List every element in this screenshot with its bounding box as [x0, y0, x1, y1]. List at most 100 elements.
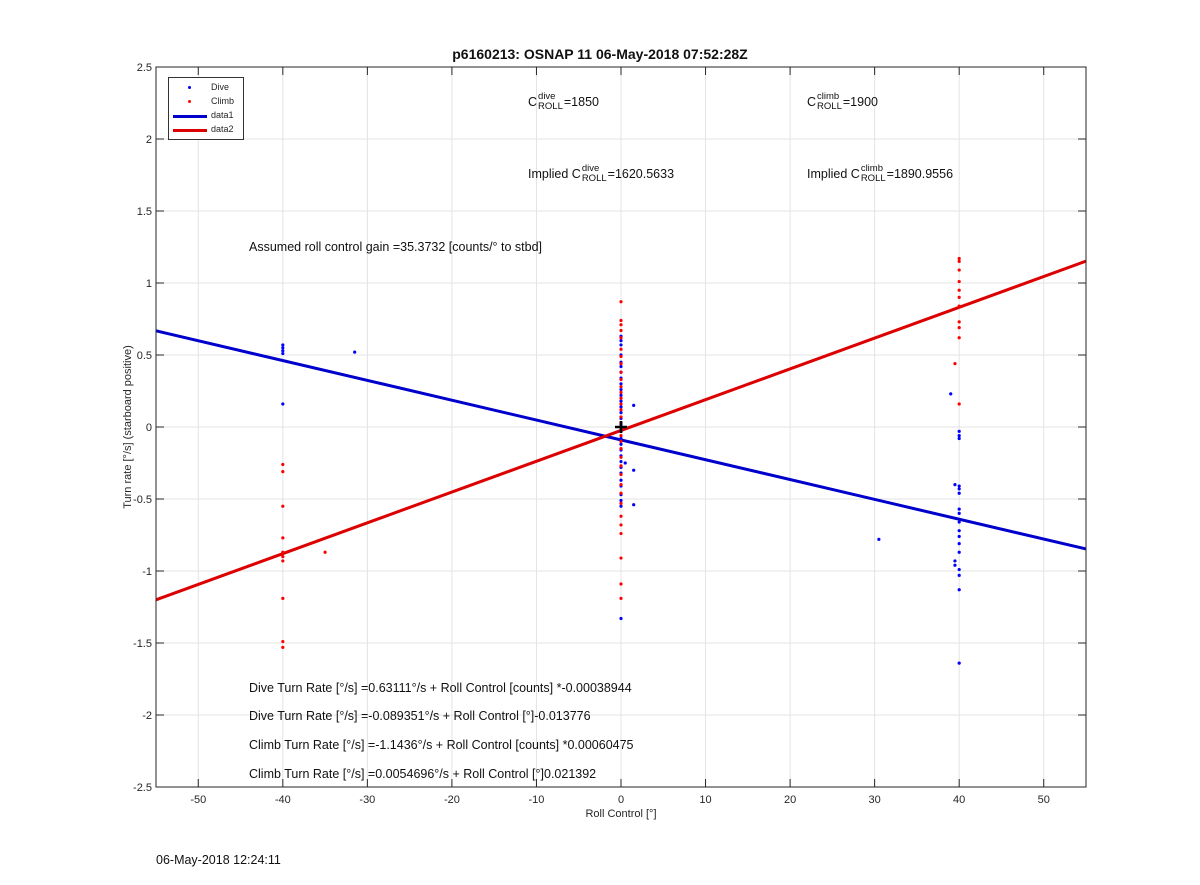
legend-data1-line	[173, 115, 207, 118]
origin-marker	[615, 421, 627, 433]
point-dive	[957, 567, 961, 572]
point-dive	[281, 351, 285, 356]
legend-item-dive: Dive	[169, 81, 243, 95]
y-tick-label: 1	[146, 278, 152, 290]
legend-dive-label: Dive	[211, 82, 230, 92]
y-tick-label: 2.5	[137, 62, 152, 74]
point-dive	[619, 339, 623, 343]
point-climb	[281, 550, 285, 554]
point-dive	[953, 483, 957, 487]
point-dive	[957, 436, 961, 441]
point-climb	[957, 259, 961, 263]
point-dive	[619, 382, 623, 386]
point-dive	[619, 399, 623, 403]
point-dive	[957, 542, 961, 546]
point-dive	[619, 411, 623, 415]
point-dive	[957, 434, 961, 438]
point-climb	[619, 483, 623, 487]
point-climb	[281, 559, 285, 563]
y-tick-label: 0	[146, 422, 152, 434]
point-dive	[632, 403, 636, 407]
point-climb	[619, 501, 623, 505]
point-dive	[619, 393, 623, 397]
legend-data1-label: data1	[211, 110, 234, 120]
point-climb	[281, 639, 285, 644]
point-dive	[619, 442, 623, 446]
point-climb	[957, 320, 961, 324]
point-climb	[281, 555, 285, 559]
point-climb	[957, 279, 961, 284]
point-climb	[957, 336, 961, 340]
legend-climb-marker	[188, 100, 191, 103]
y-axis-label: Turn rate [°/s] (starboard positive)	[122, 345, 134, 509]
point-climb	[953, 362, 957, 366]
point-dive	[619, 387, 623, 392]
point-climb	[281, 462, 285, 467]
point-climb	[957, 326, 961, 330]
point-dive	[619, 343, 623, 347]
point-climb	[619, 514, 623, 518]
point-climb	[619, 434, 623, 438]
gain-annotation: Assumed roll control gain =35.3732 [coun…	[249, 240, 543, 254]
x-tick-label: -50	[190, 794, 206, 806]
point-climb	[957, 295, 961, 299]
x-tick-label: -20	[444, 794, 460, 806]
point-climb	[281, 645, 285, 649]
point-climb	[619, 531, 623, 536]
point-climb	[619, 408, 623, 412]
timestamp: 06-May-2018 12:24:11	[156, 853, 281, 867]
point-climb	[619, 336, 623, 340]
point-dive	[957, 520, 961, 524]
point-climb	[619, 472, 623, 477]
point-climb	[619, 347, 623, 351]
point-dive	[957, 588, 961, 592]
point-climb	[957, 268, 961, 272]
point-climb	[619, 556, 623, 560]
point-climb	[957, 256, 961, 261]
point-dive	[353, 350, 357, 354]
point-climb	[619, 491, 623, 495]
y-tick-label: 1.5	[137, 206, 152, 218]
x-axis-label: Roll Control [°]	[585, 808, 657, 820]
chart-title: p6160213: OSNAP 11 06-May-2018 07:52:28Z	[452, 46, 748, 62]
point-climb	[619, 596, 623, 600]
point-dive	[619, 504, 623, 508]
point-climb	[281, 504, 285, 508]
x-tick-label: 20	[784, 794, 796, 806]
equation-climb-degrees: Climb Turn Rate [°/s] =0.0054696°/s + Ro…	[249, 767, 597, 781]
point-climb	[957, 304, 961, 308]
point-climb	[619, 362, 623, 366]
point-climb	[957, 288, 961, 292]
y-tick-label: -1.5	[133, 638, 152, 650]
legend: Dive Climb data1 data2	[168, 77, 244, 140]
x-tick-label: 0	[618, 794, 624, 806]
x-tick-label: 50	[1038, 794, 1050, 806]
equation-dive-degrees: Dive Turn Rate [°/s] =-0.089351°/s + Rol…	[249, 709, 591, 723]
point-climb	[619, 354, 623, 359]
point-dive	[957, 529, 961, 533]
x-tick-label: -30	[359, 794, 375, 806]
point-dive	[957, 511, 961, 515]
y-tick-label: 0.5	[137, 350, 152, 362]
point-climb	[957, 402, 961, 406]
point-climb	[619, 402, 623, 406]
legend-climb-label: Climb	[211, 96, 235, 106]
axis-ticks: -50 -40 -30 -20 -10 0 10 20 30 40 50-2.5-2-1.5-1-0…	[133, 62, 1086, 806]
legend-dive-marker	[188, 86, 191, 89]
point-dive	[619, 405, 623, 409]
point-climb	[619, 439, 623, 443]
point-dive	[957, 491, 961, 495]
point-climb	[619, 328, 623, 333]
point-dive	[957, 484, 961, 488]
legend-item-data2: data2	[169, 123, 243, 137]
equation-climb-counts: Climb Turn Rate [°/s] =-1.1436°/s + Roll…	[249, 738, 634, 752]
point-dive	[957, 550, 961, 554]
point-dive	[953, 563, 957, 567]
point-climb	[619, 447, 623, 451]
point-climb	[619, 455, 623, 459]
